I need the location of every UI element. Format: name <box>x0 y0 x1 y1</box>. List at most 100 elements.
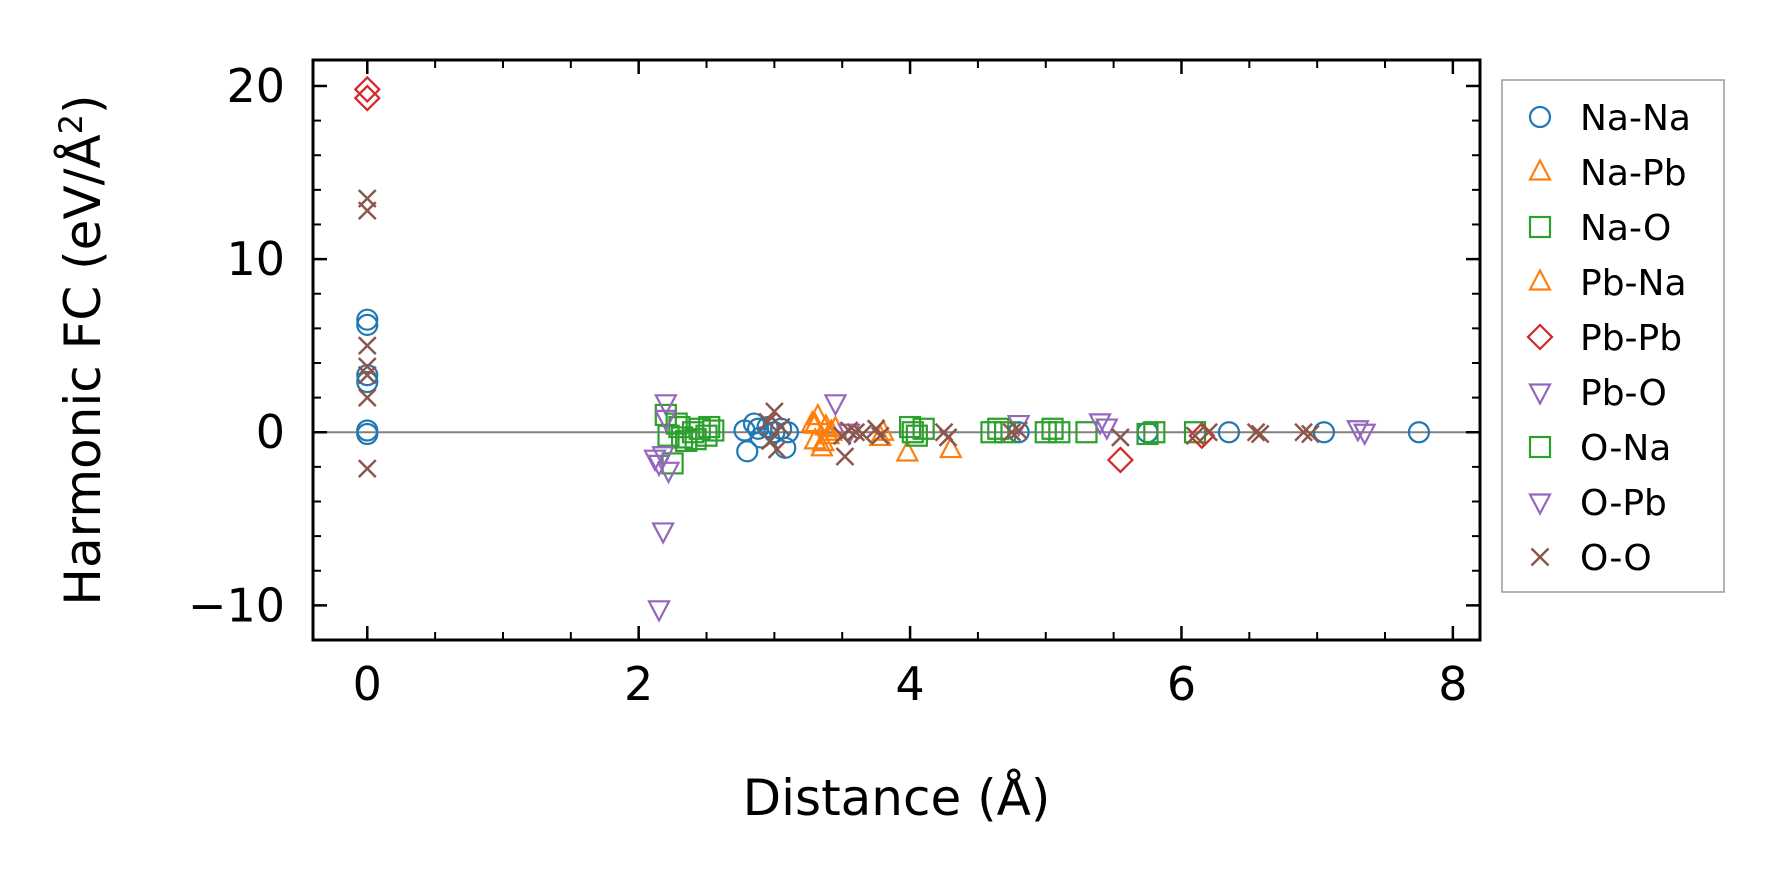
data-point-na-o <box>1034 421 1057 444</box>
series-pb-pb <box>353 75 1216 474</box>
x-stroke <box>866 419 886 439</box>
data-point-na-na <box>742 412 766 435</box>
x-stroke <box>1530 547 1550 567</box>
data-point-o-o <box>357 357 377 376</box>
legend-item-na-pb: Na-Pb <box>1528 153 1687 194</box>
x-stroke <box>1185 426 1205 446</box>
data-point-pb-pb <box>353 84 381 112</box>
data-point-o-na <box>670 426 694 449</box>
data-point-na-o <box>905 424 928 447</box>
legend-item-o-o: O-O <box>1530 538 1652 579</box>
y-axis-label-close: ) <box>54 94 112 114</box>
legend-label-na-pb: Na-Pb <box>1580 153 1687 194</box>
x-stroke <box>1199 422 1218 442</box>
data-point-na-o <box>898 415 922 439</box>
plot-area: 0 2 4 6 8 −10 0 10 20 <box>188 58 1482 711</box>
data-point-na-o <box>1075 421 1098 444</box>
data-point-na-o <box>1048 421 1071 444</box>
data-point-na-pb <box>805 402 830 426</box>
data-point-o-o <box>760 431 780 451</box>
data-point-pb-pb <box>353 75 381 103</box>
data-point-na-pb <box>938 435 963 459</box>
x-stroke <box>938 428 958 447</box>
data-point-o-o <box>870 426 890 446</box>
data-point-na-na <box>746 417 770 440</box>
legend-label-pb-na: Pb-Na <box>1580 263 1687 304</box>
x-stroke <box>771 417 791 437</box>
x-stroke <box>1002 422 1022 442</box>
data-point-o-o <box>1246 422 1266 442</box>
data-point-pb-o <box>823 394 848 417</box>
x-stroke <box>357 336 377 356</box>
data-point-o-o <box>839 421 859 440</box>
data-point-o-o <box>758 412 777 432</box>
data-point-o-o <box>357 459 377 478</box>
legend-label-pb-pb: Pb-Pb <box>1580 318 1682 359</box>
x-stroke <box>839 421 859 440</box>
data-point-o-pb <box>653 409 678 433</box>
data-point-o-pb <box>651 446 675 469</box>
data-point-na-na <box>736 440 759 463</box>
data-point-pb-o <box>653 394 678 417</box>
legend-marker-na-o <box>1528 215 1552 239</box>
data-point-na-na <box>356 422 379 446</box>
data-point-o-o <box>357 388 377 407</box>
legend-marker-pb-o <box>1528 383 1552 406</box>
x-stroke <box>1009 421 1029 440</box>
legend-label-na-na: Na-Na <box>1580 98 1691 139</box>
data-point-na-pb <box>810 433 834 457</box>
data-point-na-o <box>980 421 1003 444</box>
data-point-o-na <box>684 428 707 451</box>
data-point-pb-pb <box>1106 446 1134 474</box>
data-point-o-o <box>938 428 958 447</box>
data-point-pb-o <box>656 461 681 485</box>
data-point-o-na <box>665 412 688 435</box>
data-point-o-na <box>1136 422 1159 446</box>
data-point-o-o <box>846 422 866 442</box>
data-point-o-o <box>357 365 377 385</box>
legend-marker-pb-pb <box>1526 323 1554 351</box>
legend-item-o-na: O-Na <box>1528 428 1671 469</box>
data-point-o-o <box>1111 428 1130 447</box>
data-point-pb-na <box>803 411 827 434</box>
legend-item-pb-na: Pb-Na <box>1528 263 1687 304</box>
x-stroke <box>357 365 377 385</box>
legend-item-pb-o: Pb-O <box>1528 373 1667 414</box>
y-tick-label: 20 <box>226 59 285 113</box>
legend-marker-na-pb <box>1528 158 1552 181</box>
data-point-o-o <box>764 402 784 421</box>
y-axis-label-main: Harmonic FC (eV/Å <box>54 134 112 605</box>
legend-marker-pb-na <box>1528 268 1552 291</box>
x-stroke <box>760 431 780 451</box>
legend-marker-o-na <box>1528 435 1552 459</box>
legend-marker-o-o <box>1530 547 1550 567</box>
x-tick-label: 6 <box>1167 657 1196 711</box>
x-stroke <box>1111 428 1130 447</box>
legend-label-pb-o: Pb-O <box>1580 373 1667 414</box>
legend-item-na-o: Na-O <box>1528 208 1671 249</box>
data-point-na-na <box>1217 421 1241 444</box>
data-point-o-pb <box>1352 423 1377 447</box>
x-tick-label: 8 <box>1438 657 1467 711</box>
legend-label-o-pb: O-Pb <box>1580 483 1667 524</box>
data-point-pb-na <box>868 423 893 447</box>
x-stroke <box>1250 424 1270 444</box>
y-axis-label-superscript: 2 <box>52 114 90 134</box>
legend-label-na-o: Na-O <box>1580 208 1671 249</box>
x-axis-label: Distance (Å) <box>743 769 1051 827</box>
data-point-na-o <box>993 421 1017 444</box>
x-stroke <box>1294 422 1313 442</box>
series-o-o <box>357 189 1320 478</box>
x-stroke <box>1246 422 1266 442</box>
data-point-o-na <box>698 415 721 439</box>
data-point-o-o <box>1009 421 1029 440</box>
data-point-na-na <box>1312 421 1336 444</box>
x-stroke <box>1300 424 1320 444</box>
data-point-o-o <box>771 417 791 437</box>
y-tick-label: −10 <box>188 578 285 632</box>
data-point-na-na <box>356 313 379 336</box>
data-point-o-o <box>1002 422 1022 442</box>
data-point-o-o <box>835 447 855 466</box>
data-point-o-o <box>767 440 787 459</box>
